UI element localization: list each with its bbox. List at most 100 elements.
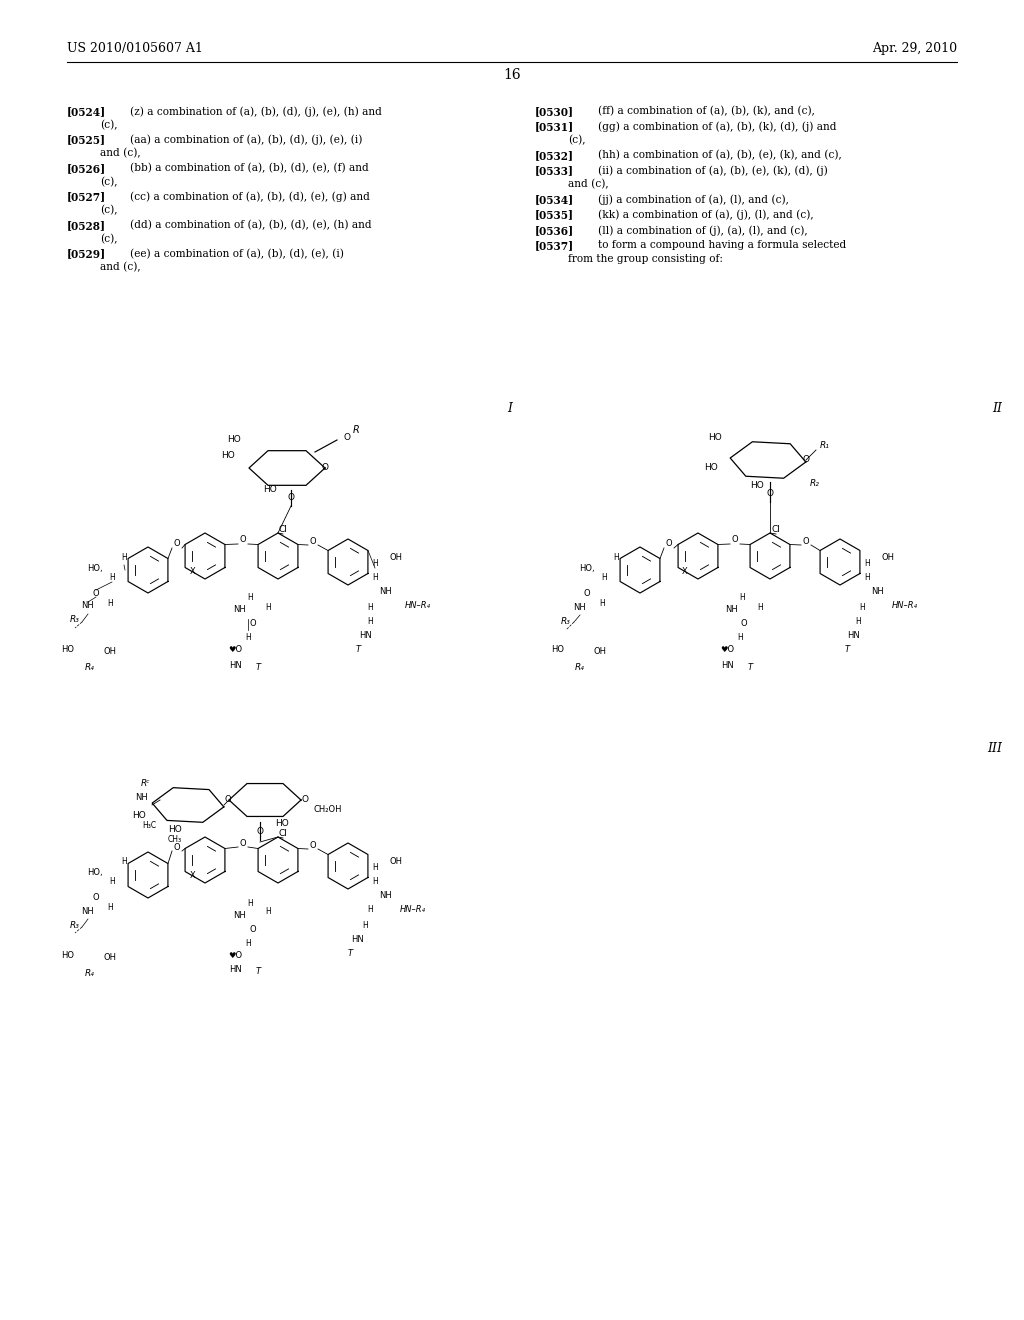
Text: OH: OH	[594, 648, 606, 656]
Text: O: O	[240, 838, 247, 847]
Text: (c),: (c),	[100, 205, 118, 215]
Text: H: H	[739, 594, 744, 602]
Text: H: H	[121, 553, 127, 562]
Text: X: X	[682, 568, 688, 577]
Text: [0531]: [0531]	[535, 121, 574, 132]
Text: HO: HO	[552, 645, 564, 655]
Text: H: H	[859, 602, 865, 611]
Text: [0530]: [0530]	[535, 106, 574, 117]
Text: [0537]: [0537]	[535, 240, 574, 252]
Text: [0534]: [0534]	[535, 194, 574, 205]
Text: (bb) a combination of (a), (b), (d), (e), (f) and: (bb) a combination of (a), (b), (d), (e)…	[130, 162, 369, 173]
Text: O: O	[666, 540, 673, 549]
Text: [0528]: [0528]	[67, 220, 106, 231]
Text: H: H	[368, 602, 373, 611]
Text: (kk) a combination of (a), (j), (l), and (c),: (kk) a combination of (a), (j), (l), and…	[598, 210, 814, 220]
Text: O: O	[224, 796, 231, 804]
Text: HN: HN	[228, 660, 242, 669]
Text: X: X	[190, 568, 196, 577]
Text: H: H	[737, 634, 742, 643]
Text: T: T	[255, 663, 260, 672]
Text: HO: HO	[275, 820, 289, 829]
Text: Rᶜ: Rᶜ	[140, 779, 150, 788]
Text: NH: NH	[726, 606, 738, 615]
Text: O: O	[301, 796, 308, 804]
Text: O: O	[256, 828, 263, 837]
Text: US 2010/0105607 A1: US 2010/0105607 A1	[67, 42, 203, 55]
Text: H: H	[245, 939, 251, 948]
Text: O: O	[732, 536, 738, 544]
Text: [0527]: [0527]	[67, 191, 106, 202]
Text: CH₃: CH₃	[168, 834, 182, 843]
Text: HO: HO	[61, 645, 75, 655]
Text: HN: HN	[351, 935, 365, 944]
Text: HO: HO	[61, 950, 75, 960]
Text: HO: HO	[132, 810, 146, 820]
Text: OH: OH	[390, 553, 403, 561]
Text: H: H	[864, 573, 869, 582]
Text: OH: OH	[103, 953, 117, 961]
Text: R₃: R₃	[70, 920, 80, 929]
Text: H: H	[121, 858, 127, 866]
Text: O: O	[240, 536, 247, 544]
Text: HO: HO	[263, 486, 278, 495]
Text: H: H	[265, 908, 271, 916]
Text: H: H	[108, 903, 113, 912]
Text: 16: 16	[503, 69, 521, 82]
Text: NH: NH	[233, 911, 247, 920]
Text: H: H	[601, 573, 607, 582]
Text: H: H	[368, 618, 373, 627]
Text: O: O	[803, 536, 809, 545]
Text: NH: NH	[573, 602, 587, 611]
Text: [0532]: [0532]	[535, 150, 574, 161]
Text: X: X	[190, 871, 196, 880]
Text: T: T	[748, 663, 753, 672]
Text: H: H	[599, 599, 605, 609]
Text: [0525]: [0525]	[67, 135, 106, 145]
Text: III: III	[987, 742, 1002, 755]
Text: (dd) a combination of (a), (b), (d), (e), (h) and: (dd) a combination of (a), (b), (d), (e)…	[130, 220, 372, 231]
Text: R: R	[353, 425, 359, 436]
Text: HN: HN	[228, 965, 242, 974]
Text: NH: NH	[135, 792, 148, 801]
Text: Apr. 29, 2010: Apr. 29, 2010	[871, 42, 957, 55]
Text: and (c),: and (c),	[100, 261, 140, 272]
Text: R₃: R₃	[70, 615, 80, 624]
Text: O: O	[250, 924, 256, 933]
Text: (hh) a combination of (a), (b), (e), (k), and (c),: (hh) a combination of (a), (b), (e), (k)…	[598, 150, 842, 160]
Text: HO: HO	[168, 825, 182, 833]
Text: H: H	[245, 634, 251, 643]
Text: (z) a combination of (a), (b), (d), (j), (e), (h) and: (z) a combination of (a), (b), (d), (j),…	[130, 106, 382, 116]
Text: to form a compound having a formula selected: to form a compound having a formula sele…	[598, 240, 846, 251]
Text: (ii) a combination of (a), (b), (e), (k), (d), (j): (ii) a combination of (a), (b), (e), (k)…	[598, 165, 827, 176]
Text: O: O	[767, 490, 773, 499]
Text: OH: OH	[390, 857, 403, 866]
Text: O: O	[250, 619, 256, 628]
Text: NH: NH	[379, 587, 391, 597]
Text: NH: NH	[233, 606, 247, 615]
Text: HO,: HO,	[580, 565, 595, 573]
Text: Cl: Cl	[279, 525, 288, 535]
Text: O: O	[584, 589, 590, 598]
Text: I: I	[508, 403, 512, 414]
Text: O: O	[174, 540, 180, 549]
Text: O: O	[93, 589, 99, 598]
Text: HN: HN	[848, 631, 860, 640]
Text: and (c),: and (c),	[100, 148, 140, 158]
Text: O: O	[174, 842, 180, 851]
Text: O: O	[309, 841, 316, 850]
Text: H: H	[372, 560, 378, 569]
Text: ♥O: ♥O	[228, 645, 242, 655]
Text: NH: NH	[379, 891, 391, 900]
Text: O: O	[288, 494, 295, 503]
Text: HO,: HO,	[87, 869, 103, 878]
Text: HO: HO	[227, 436, 241, 445]
Text: [0536]: [0536]	[535, 224, 574, 236]
Text: R₄: R₄	[85, 664, 95, 672]
Text: H: H	[757, 602, 763, 611]
Text: H: H	[864, 560, 869, 569]
Text: (ff) a combination of (a), (b), (k), and (c),: (ff) a combination of (a), (b), (k), and…	[598, 106, 815, 116]
Text: T: T	[355, 645, 360, 655]
Text: HO: HO	[221, 451, 234, 461]
Text: NH: NH	[82, 602, 94, 610]
